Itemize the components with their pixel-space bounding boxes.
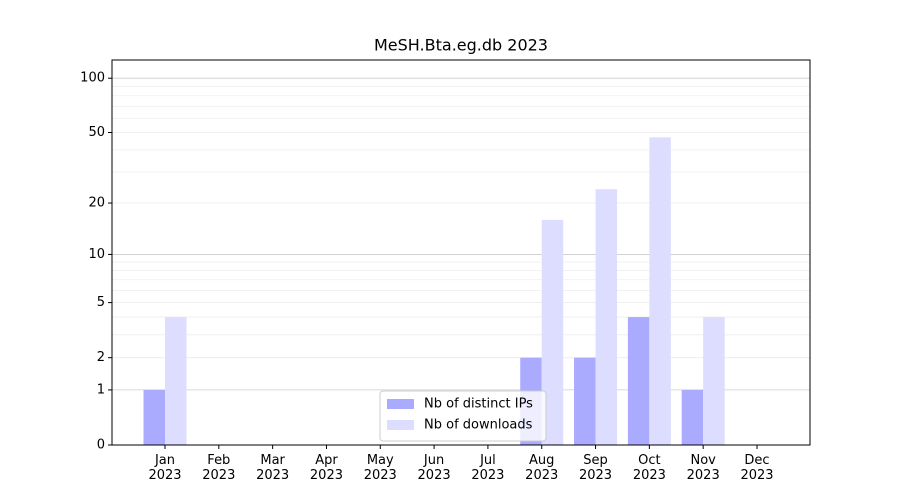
- x-tick-label: Feb 2023: [202, 453, 236, 483]
- bar: [703, 317, 725, 445]
- x-tick-label: Jul 2023: [471, 453, 505, 483]
- bar: [595, 189, 618, 445]
- y-tick-label: 1: [97, 382, 105, 397]
- x-tick-label: Apr 2023: [309, 453, 343, 483]
- x-tick-label: Sep 2023: [578, 453, 613, 483]
- y-tick-label: 2: [97, 350, 105, 365]
- x-tick-label: Jan 2023: [148, 453, 182, 483]
- legend-label: Nb of downloads: [424, 418, 533, 433]
- x-tick-label: Mar 2023: [256, 453, 290, 483]
- y-tick-label: 10: [88, 247, 105, 262]
- y-tick-label: 0: [97, 438, 105, 453]
- bar: [627, 317, 650, 445]
- x-tick-label: Aug 2023: [525, 453, 559, 483]
- bar: [649, 137, 671, 446]
- chart-title: MeSH.Bta.eg.db 2023: [374, 36, 548, 55]
- bar: [143, 389, 165, 445]
- y-tick-label: 100: [80, 71, 105, 86]
- bar: [541, 219, 564, 445]
- legend-swatch: [387, 420, 414, 430]
- bar: [681, 389, 704, 445]
- y-tick-label: 50: [88, 125, 105, 140]
- legend-box: [379, 390, 547, 442]
- plot-frame: [111, 59, 811, 446]
- x-tick-label: Nov 2023: [686, 453, 720, 483]
- x-tick-label: May 2023: [363, 453, 397, 483]
- x-tick-label: Dec 2023: [740, 453, 774, 483]
- legend: Nb of distinct IPs Nb of downloads: [379, 390, 547, 442]
- legend-swatch: [387, 399, 414, 409]
- x-tick-label: Jun 2023: [417, 453, 451, 483]
- bar: [574, 357, 596, 445]
- y-tick-label: 20: [88, 196, 105, 211]
- legend-label: Nb of distinct IPs: [424, 397, 533, 412]
- y-tick-label: 5: [97, 295, 105, 310]
- x-tick-label: Oct 2023: [632, 453, 666, 483]
- bar: [165, 317, 187, 445]
